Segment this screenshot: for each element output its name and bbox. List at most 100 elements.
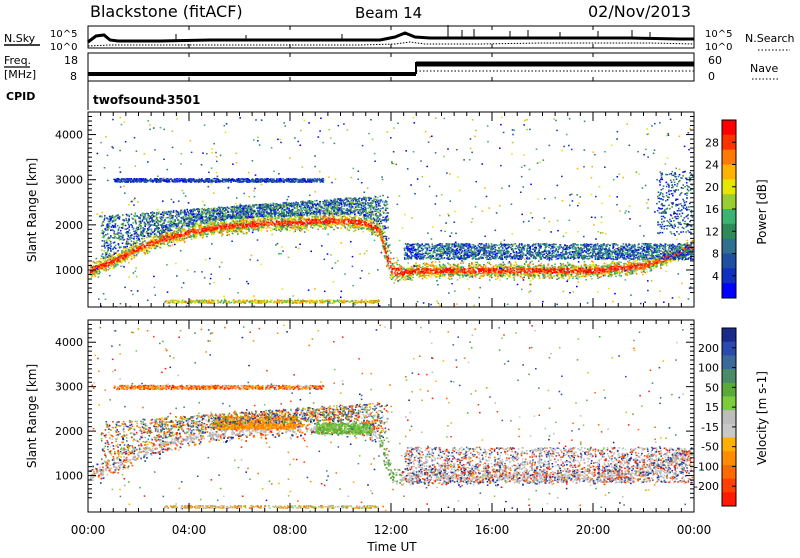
power-point [639,262,641,264]
power-point [436,277,438,279]
power-point [294,224,296,226]
power-point [615,276,617,278]
power-point [470,265,472,267]
power-point [338,219,340,221]
power-point [622,267,624,269]
power-point [514,265,516,267]
power-point [531,276,533,278]
power-point [394,268,396,270]
power-point [608,274,610,276]
power-point [128,262,130,264]
power-scatter [89,117,694,308]
power-point [488,274,490,276]
power-point [650,270,652,272]
power-point [601,266,603,268]
power-point [442,274,444,276]
power-point [302,222,304,224]
power-point [418,269,420,271]
power-point [217,232,219,234]
power-point [199,228,201,230]
power-point [227,233,229,235]
power-point [266,222,268,224]
power-point [152,244,154,246]
power-point [637,262,639,264]
power-point [604,263,606,265]
power-point [232,220,234,222]
power-point [193,229,195,231]
power-point [542,273,544,275]
power-point [371,223,373,225]
power-point [507,274,509,276]
power-point [400,271,402,273]
power-point [517,274,519,276]
power-point [133,245,135,247]
power-point [419,276,421,278]
power-point [655,265,657,267]
power-point [462,277,464,279]
power-point [623,265,625,267]
power-point [551,277,553,279]
power-point [127,259,129,261]
power-point [512,271,514,273]
power-point [181,228,183,230]
power-point [607,272,609,274]
power-point [211,224,213,226]
power-point [356,225,358,227]
power-point [228,234,230,236]
power-point [325,223,327,225]
power-point [133,257,135,259]
power-point [260,219,262,221]
power-point [616,271,618,273]
power-point [415,263,417,265]
power-point [131,246,133,248]
power-point [528,278,530,280]
power-point [242,227,244,229]
power-point [629,272,631,274]
power-point [625,274,627,276]
power-point [133,254,135,256]
freq-tick-high: 18 [64,54,78,67]
power-point [248,224,250,226]
power-point [579,268,581,270]
power-point [100,266,102,268]
power-point [229,228,231,230]
power-point [144,246,146,248]
power-point [401,278,403,280]
power-point [565,275,567,277]
power-point [469,263,471,265]
power-point [95,276,97,278]
power-point [655,260,657,262]
power-point [616,266,618,268]
power-point [459,266,461,268]
power-point [635,271,637,273]
power-point [281,228,283,230]
power-point [153,239,155,241]
power-point [598,265,600,267]
power-point [330,224,332,226]
power-point [617,268,619,270]
power-point [433,268,435,270]
power-point [103,259,105,261]
power-point [467,279,469,281]
power-point [344,226,346,228]
power-point [92,261,94,263]
power-point [196,232,198,234]
power-point [216,230,218,232]
power-point [477,264,479,266]
power-point [585,273,587,275]
power-point [393,258,395,260]
power-point [608,264,610,266]
power-point [567,262,569,264]
power-point [460,270,462,272]
power-point [150,247,152,249]
power-point [133,247,135,249]
power-point [366,223,368,225]
power-point [395,279,397,281]
power-point [248,230,250,232]
power-point [611,262,613,264]
power-point [643,261,645,263]
power-point [366,229,368,231]
n-sky-tick-high: 10^5 [50,29,77,40]
power-point [610,272,612,274]
freq-label: Freq. [4,54,31,67]
